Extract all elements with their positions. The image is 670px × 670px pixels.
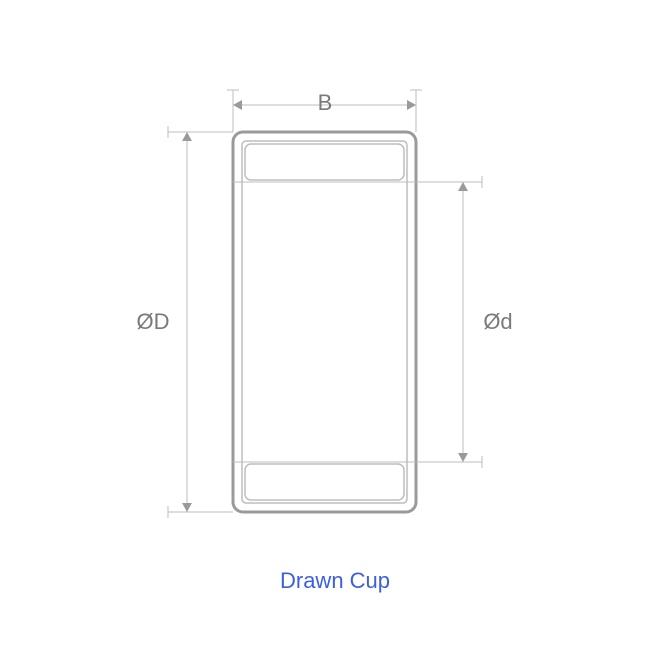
- caption-text: Drawn Cup: [280, 568, 390, 594]
- dim-D: [168, 126, 233, 518]
- outer-cup-rect: [233, 132, 416, 512]
- dim-d: [458, 176, 482, 468]
- diagram-canvas: B ØD Ød Drawn Cup: [0, 0, 670, 670]
- label-d: Ød: [483, 309, 512, 335]
- roller-band-top: [245, 144, 404, 180]
- label-D: ØD: [137, 309, 170, 335]
- roller-band-bottom: [245, 464, 404, 500]
- label-B: B: [318, 90, 333, 116]
- inner-wall-rect: [242, 141, 407, 503]
